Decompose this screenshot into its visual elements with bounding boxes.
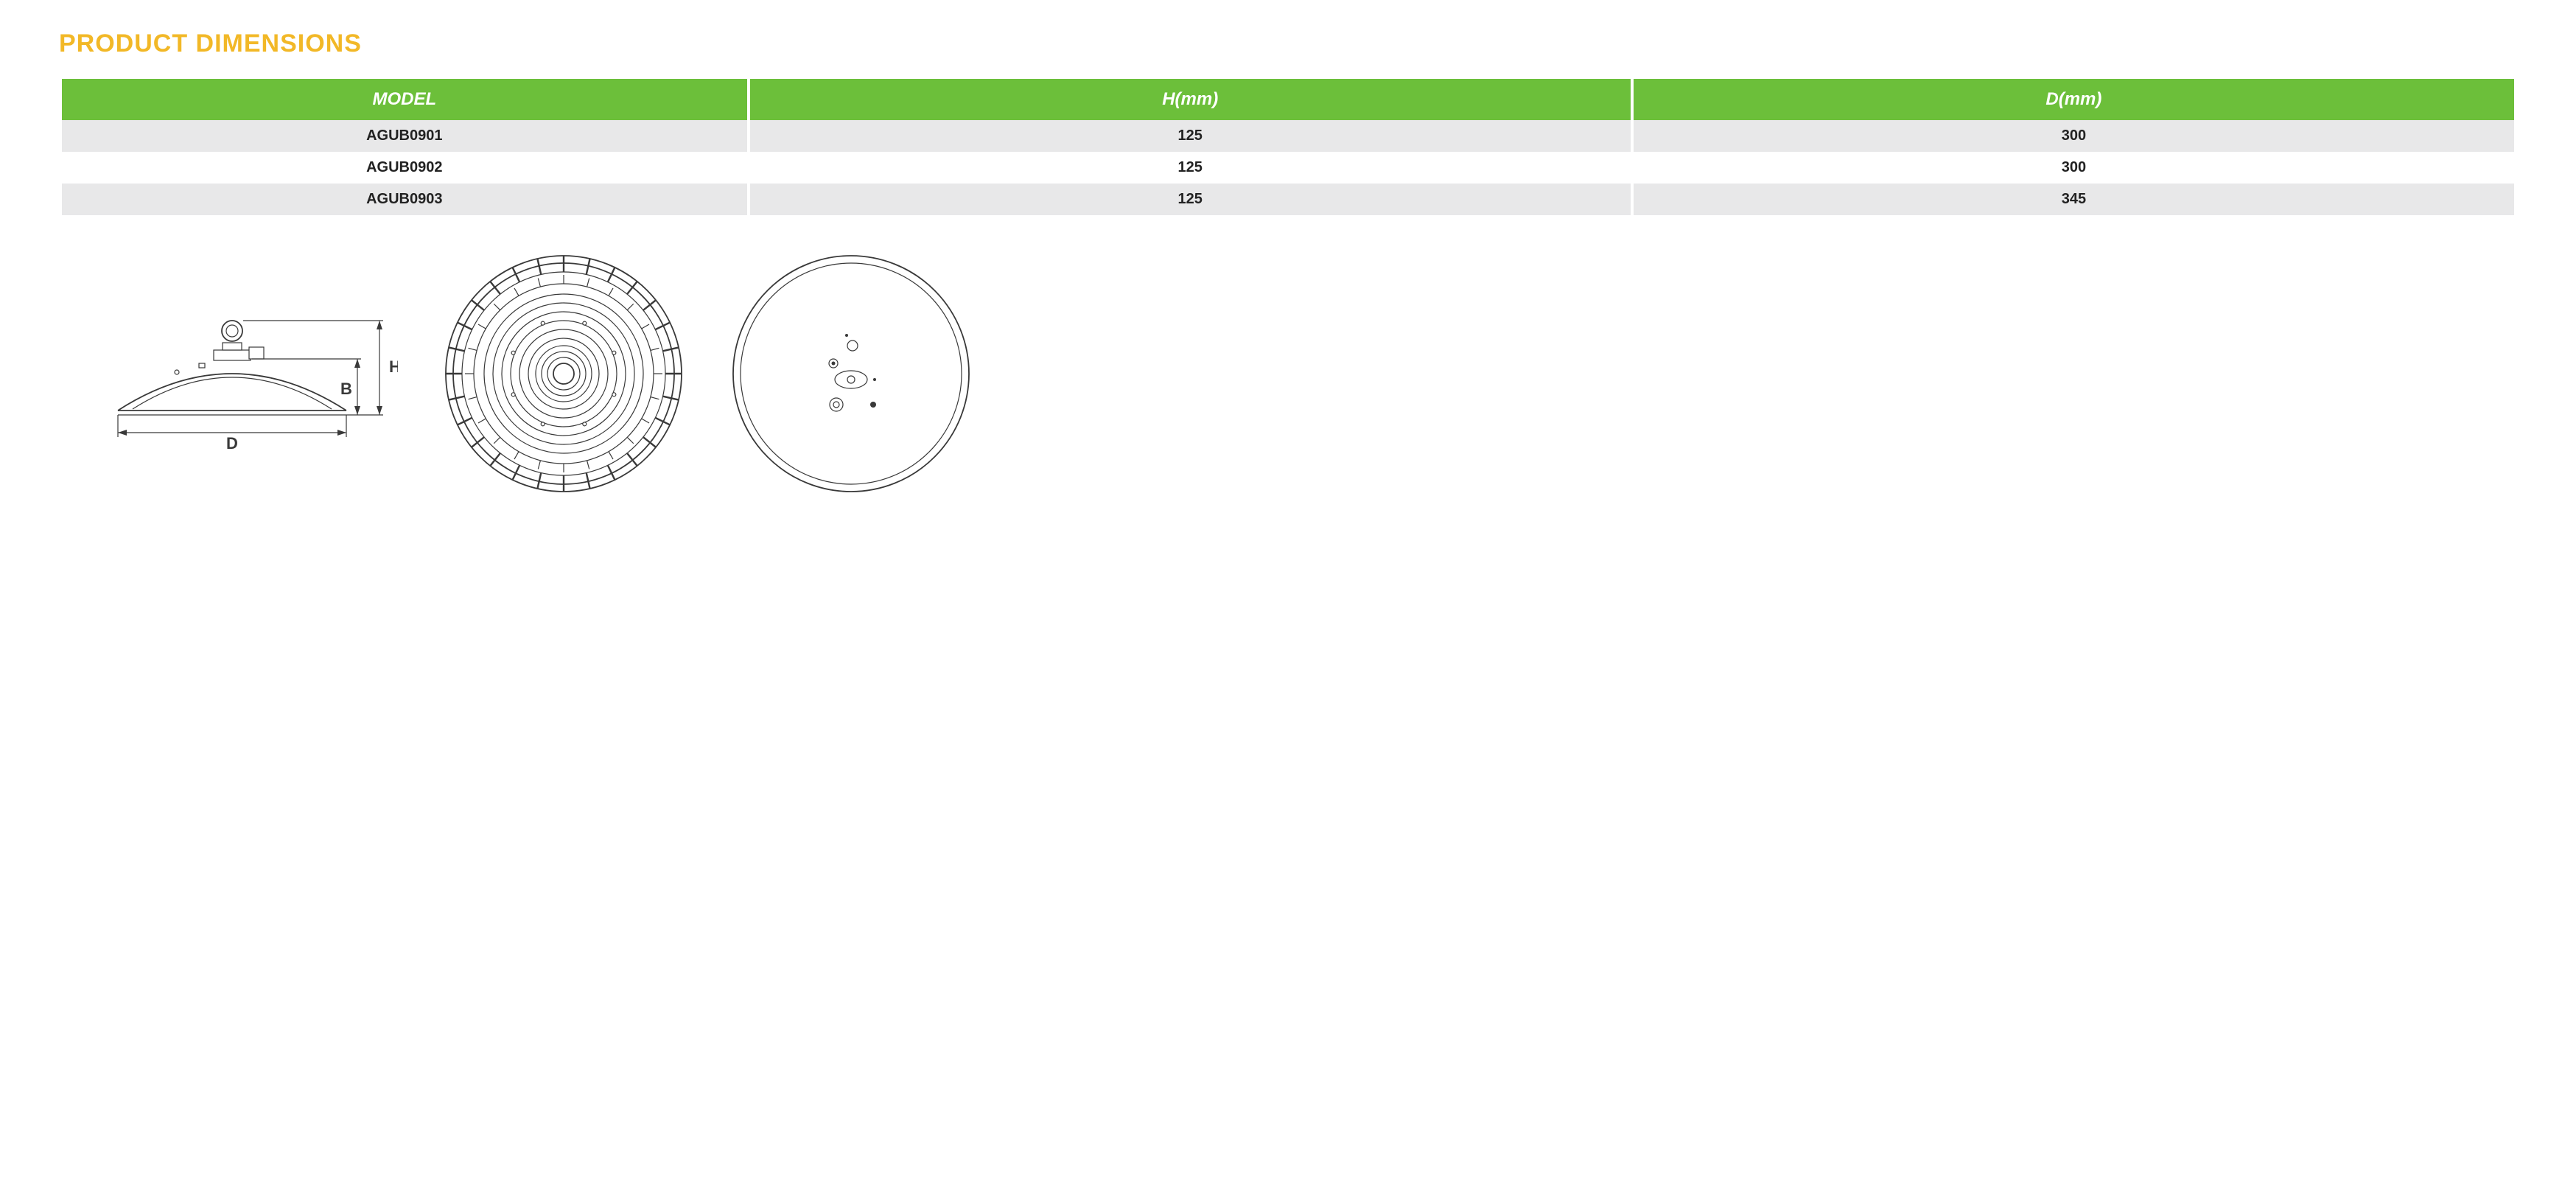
col-header-model: MODEL bbox=[62, 79, 747, 120]
table-cell: AGUB0903 bbox=[62, 184, 747, 215]
table-cell: 125 bbox=[750, 184, 1631, 215]
page-title: PRODUCT DIMENSIONS bbox=[59, 29, 2517, 58]
svg-text:D: D bbox=[226, 434, 238, 453]
table-cell: 345 bbox=[1634, 184, 2514, 215]
table-cell: AGUB0901 bbox=[62, 120, 747, 152]
table-cell: 125 bbox=[750, 152, 1631, 184]
table-cell: 300 bbox=[1634, 152, 2514, 184]
svg-text:B: B bbox=[340, 380, 352, 398]
table-row: AGUB0902125300 bbox=[62, 152, 2514, 184]
col-header-h: H(mm) bbox=[750, 79, 1631, 120]
table-row: AGUB0901125300 bbox=[62, 120, 2514, 152]
dimensions-table: MODEL H(mm) D(mm) AGUB0901125300AGUB0902… bbox=[59, 79, 2517, 215]
svg-text:H: H bbox=[389, 357, 398, 376]
diagram-top-view bbox=[729, 252, 973, 495]
table-cell: 125 bbox=[750, 120, 1631, 152]
diagram-front-view bbox=[442, 252, 685, 495]
table-row: AGUB0903125345 bbox=[62, 184, 2514, 215]
col-header-d: D(mm) bbox=[1634, 79, 2514, 120]
diagram-side-view: D H B bbox=[88, 285, 398, 462]
diagram-row: D H B bbox=[59, 252, 2517, 495]
table-cell: AGUB0902 bbox=[62, 152, 747, 184]
table-cell: 300 bbox=[1634, 120, 2514, 152]
